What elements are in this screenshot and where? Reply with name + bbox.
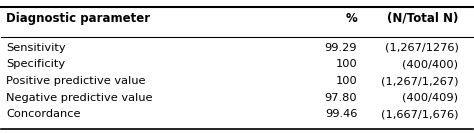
Text: (1,267/1,267): (1,267/1,267) — [381, 76, 458, 86]
Text: (400/409): (400/409) — [402, 93, 458, 103]
Text: Specificity: Specificity — [6, 59, 65, 69]
Text: (1,667/1,676): (1,667/1,676) — [381, 109, 458, 120]
Text: (N/Total N): (N/Total N) — [387, 12, 458, 25]
Text: 97.80: 97.80 — [325, 93, 357, 103]
Text: 99.46: 99.46 — [325, 109, 357, 120]
Text: Negative predictive value: Negative predictive value — [6, 93, 153, 103]
Text: (400/400): (400/400) — [402, 59, 458, 69]
Text: %: % — [346, 12, 357, 25]
Text: Sensitivity: Sensitivity — [6, 43, 66, 53]
Text: Concordance: Concordance — [6, 109, 81, 120]
Text: 100: 100 — [336, 59, 357, 69]
Text: (1,267/1276): (1,267/1276) — [384, 43, 458, 53]
Text: Diagnostic parameter: Diagnostic parameter — [6, 12, 150, 25]
Text: 100: 100 — [336, 76, 357, 86]
Text: 99.29: 99.29 — [325, 43, 357, 53]
Text: Positive predictive value: Positive predictive value — [6, 76, 146, 86]
